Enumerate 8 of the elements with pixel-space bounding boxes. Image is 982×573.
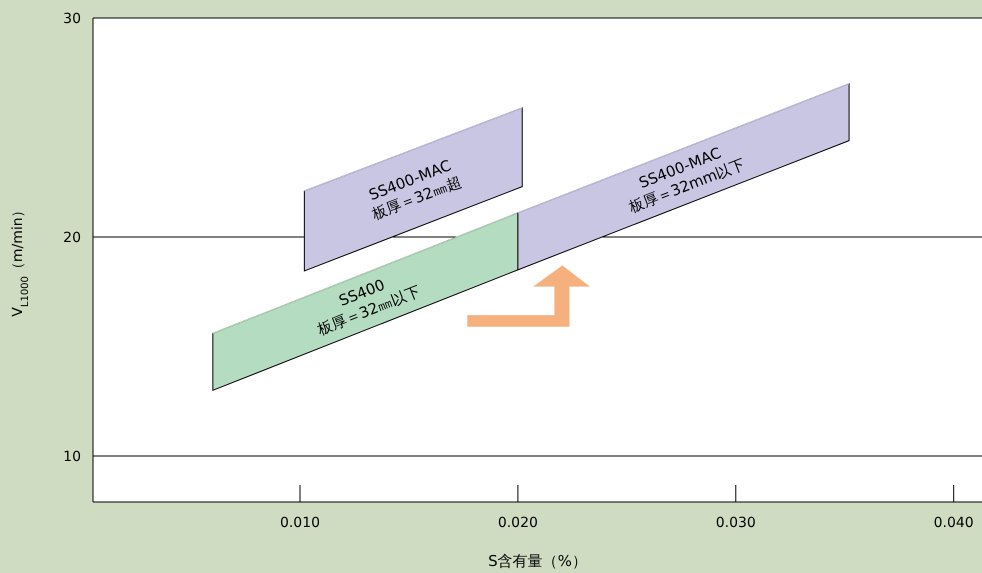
x-tick-label: 0.040 [934,515,974,531]
y-tick-label: 30 [63,11,81,27]
x-tick-label: 0.020 [498,515,538,531]
x-tick-label: 0.010 [280,515,320,531]
y-tick-label: 10 [63,449,81,466]
x-tick-label: 0.030 [716,515,756,531]
y-tick-label: 20 [63,230,81,246]
x-axis-title: S含有量（%） [488,552,587,570]
